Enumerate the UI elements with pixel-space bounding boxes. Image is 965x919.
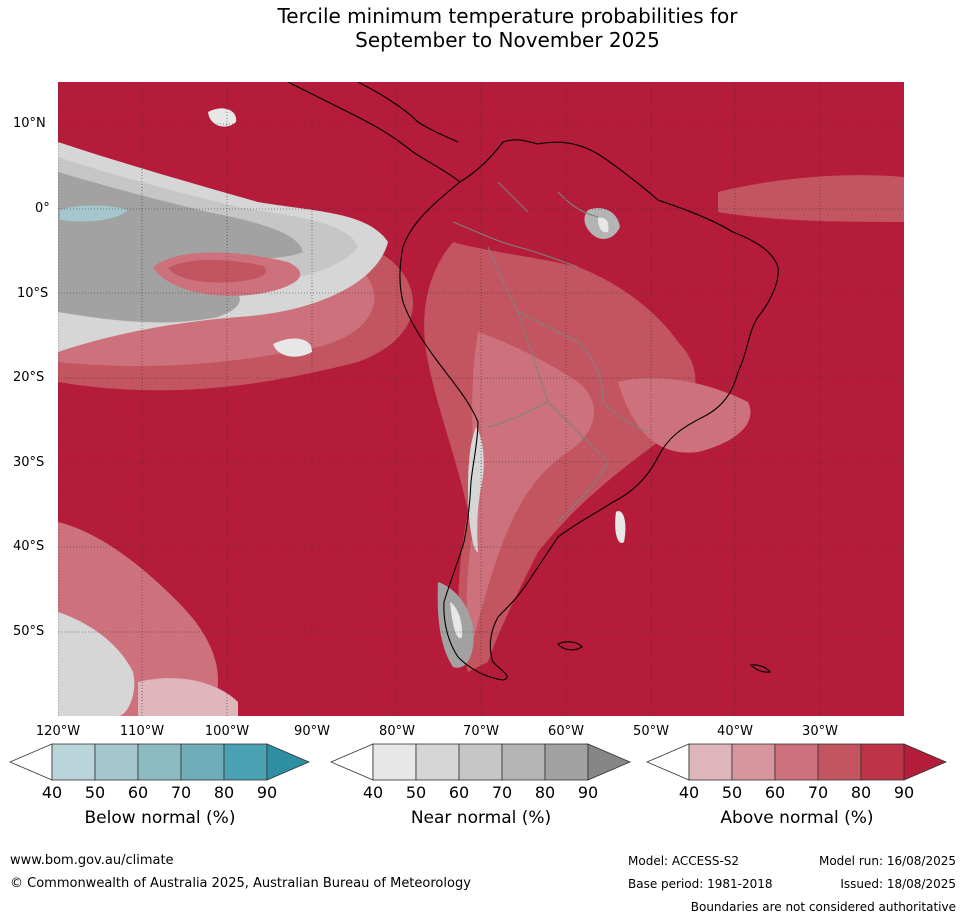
colorbar-below [9, 743, 311, 781]
colorbar-above-extend-high [903, 743, 948, 781]
map-title: Tercile minimum temperature probabilitie… [0, 4, 965, 52]
pacific-above-tongue-dark [168, 259, 267, 283]
colorbar-above-swatch-80 [860, 743, 905, 781]
colorbar-below-label: Below normal (%) [84, 808, 236, 828]
below-tick-90: 90 [256, 783, 278, 802]
probability-map [58, 82, 904, 716]
lon-tick-60w: 60°W [548, 724, 584, 739]
colorbar-above [646, 743, 948, 781]
colorbar-near-swatch-40 [372, 743, 417, 781]
footer-issued: Issued: 18/08/2025 [840, 877, 956, 891]
amazon-near-light [598, 217, 609, 233]
footer-model-run: Model run: 16/08/2025 [818, 854, 956, 868]
near-tick-90: 90 [577, 783, 599, 802]
footer-copyright: © Commonwealth of Australia 2025, Austra… [10, 876, 471, 891]
above-tick-80: 80 [850, 783, 872, 802]
colorbar-below-swatch-80 [223, 743, 268, 781]
footer-base-period: Base period: 1981-2018 [628, 877, 773, 891]
colorbar-near-swatch-60 [458, 743, 503, 781]
south-georgia [749, 664, 772, 673]
footer-disclaimer: Boundaries are not considered authoritat… [690, 900, 956, 914]
falkland-islands [557, 641, 583, 651]
lon-tick-40w: 40°W [717, 724, 753, 739]
central-america-coastline [287, 82, 461, 183]
below-tick-40: 40 [41, 783, 63, 802]
near-tick-60: 60 [448, 783, 470, 802]
colorbar-above-swatch-60 [774, 743, 819, 781]
above-tick-40: 40 [678, 783, 700, 802]
below-tick-50: 50 [84, 783, 106, 802]
lon-tick-50w: 50°W [633, 724, 669, 739]
lat-tick-50s: 50°S [13, 624, 45, 639]
pacific-below-patch [60, 205, 128, 222]
below-tick-60: 60 [127, 783, 149, 802]
colorbar-near-extend-low [330, 743, 374, 781]
colorbar-below-swatch-50 [94, 743, 139, 781]
lon-tick-80w: 80°W [379, 724, 415, 739]
lon-tick-70w: 70°W [463, 724, 499, 739]
lat-tick-10n: 10°N [13, 116, 46, 131]
colorbar-near-swatch-70 [501, 743, 546, 781]
colorbar-below-swatch-60 [137, 743, 182, 781]
colorbar-near-extend-high [587, 743, 632, 781]
title-line-1: Tercile minimum temperature probabilitie… [277, 4, 738, 28]
country-borders [452, 181, 649, 523]
colorbar-below-swatch-40 [51, 743, 96, 781]
south-america-coastline [399, 139, 779, 681]
lon-tick-110w: 110°W [119, 724, 165, 739]
colorbar-below-swatch-70 [180, 743, 225, 781]
colorbar-above-swatch-70 [817, 743, 862, 781]
colorbar-near-label: Near normal (%) [410, 808, 552, 828]
lat-tick-10s: 10°S [17, 286, 49, 301]
continent-near-andes [468, 427, 484, 552]
colorbar-above-swatch-40 [688, 743, 733, 781]
southwest-above-40 [138, 678, 238, 716]
atlantic-near-spot [615, 511, 626, 543]
colorbar-above-extend-low [646, 743, 690, 781]
lon-tick-120w: 120°W [35, 724, 81, 739]
southwest-near-light [58, 612, 135, 716]
continent-above-60 [466, 332, 595, 652]
below-tick-70: 70 [170, 783, 192, 802]
lon-tick-30w: 30°W [802, 724, 838, 739]
map-svg [58, 82, 904, 716]
colorbar-near-swatch-50 [415, 743, 460, 781]
footer-model: Model: ACCESS-S2 [628, 854, 740, 868]
above-tick-60: 60 [764, 783, 786, 802]
patagonia-near-light [450, 602, 463, 639]
lat-tick-30s: 30°S [13, 455, 45, 470]
gridlines [58, 82, 904, 716]
lon-tick-90w: 90°W [294, 724, 330, 739]
atlantic-tropic-above-70 [718, 175, 904, 222]
colorbar-below-extend-low [9, 743, 53, 781]
pacific-near-spot-1 [208, 108, 237, 127]
title-line-2: September to November 2025 [355, 28, 660, 52]
colorbar-near [330, 743, 632, 781]
above-tick-50: 50 [721, 783, 743, 802]
lat-tick-40s: 40°S [13, 539, 45, 554]
above-tick-90: 90 [893, 783, 915, 802]
lat-tick-20s: 20°S [13, 370, 45, 385]
colorbar-above-label: Above normal (%) [720, 808, 874, 828]
pacific-near-spot-2 [273, 338, 313, 357]
near-tick-50: 50 [405, 783, 427, 802]
lat-tick-0: 0° [35, 201, 50, 216]
lon-tick-100w: 100°W [204, 724, 250, 739]
near-tick-70: 70 [491, 783, 513, 802]
footer-url: www.bom.gov.au/climate [10, 853, 174, 868]
colorbar-below-extend-high [266, 743, 311, 781]
above-tick-70: 70 [807, 783, 829, 802]
near-tick-80: 80 [534, 783, 556, 802]
near-tick-40: 40 [362, 783, 384, 802]
colorbar-near-swatch-80 [544, 743, 589, 781]
below-tick-80: 80 [213, 783, 235, 802]
colorbar-above-swatch-50 [731, 743, 776, 781]
